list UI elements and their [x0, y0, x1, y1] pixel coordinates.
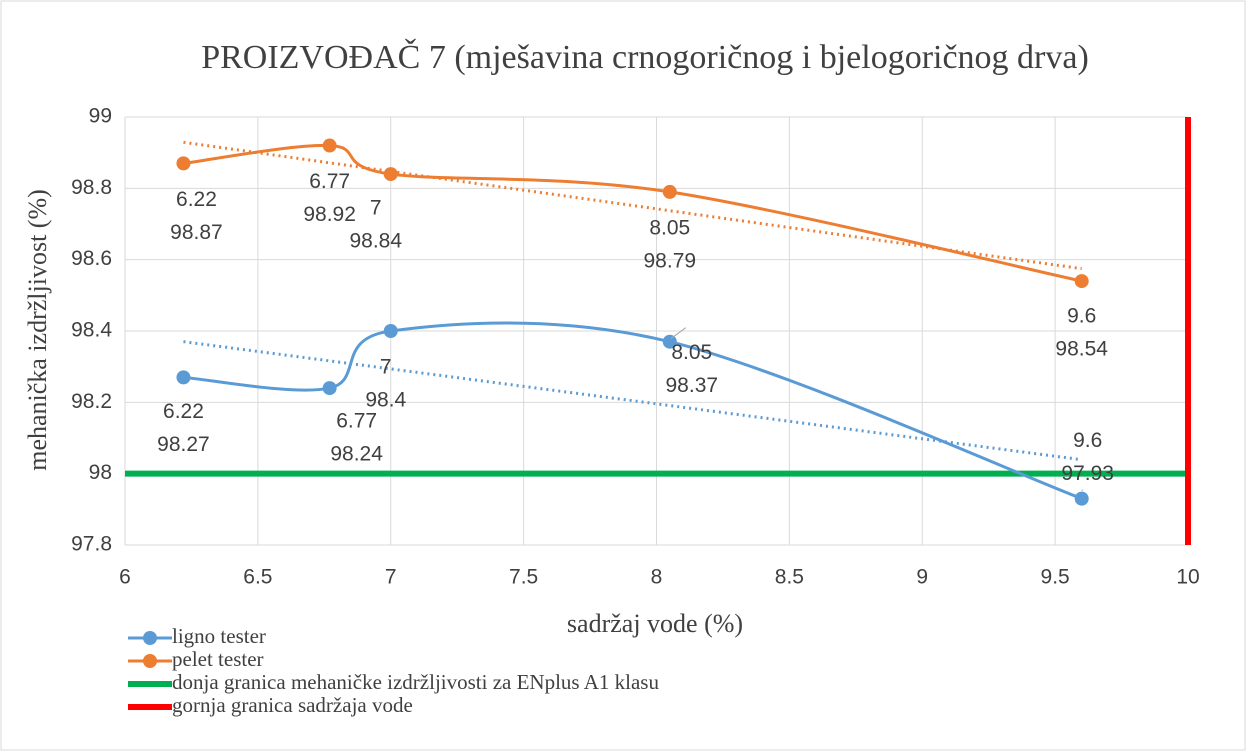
data-label: 6.22	[176, 188, 217, 211]
legend-label: donja granica mehaničke izdržljivosti za…	[172, 670, 659, 694]
x-tick-label: 10	[1176, 566, 1199, 589]
x-tick-label: 7	[385, 566, 397, 589]
data-point	[322, 381, 337, 396]
data-point	[662, 334, 677, 349]
y-tick-label: 99	[89, 105, 112, 128]
data-label: 6.77	[336, 410, 377, 433]
chart-title: PROIZVOĐAČ 7 (mješavina crnogoričnog i b…	[201, 38, 1089, 76]
x-tick-label: 6.5	[243, 566, 272, 589]
y-axis-label: mehanička izdržljivost (%)	[23, 189, 52, 471]
data-label: 98.92	[303, 203, 356, 226]
y-tick-label: 98.4	[71, 319, 112, 342]
data-label: 98.87	[170, 221, 223, 244]
trendline	[183, 340, 1082, 462]
y-tick-label: 97.8	[71, 533, 112, 556]
x-tick-label: 9.5	[1041, 566, 1070, 589]
data-point	[1074, 491, 1089, 506]
data-label: 7	[370, 197, 382, 220]
data-label: 9.6	[1067, 305, 1096, 328]
data-point	[383, 324, 398, 338]
legend-label: ligno tester	[172, 624, 266, 648]
y-tick-label: 98.6	[71, 247, 112, 270]
data-point	[662, 184, 677, 199]
series-line	[183, 143, 1083, 283]
data-label: 97.93	[1061, 462, 1114, 485]
y-tick-label: 98.8	[71, 176, 112, 199]
leader-line	[670, 327, 687, 340]
legend-label: pelet tester	[172, 647, 264, 671]
leader-line	[1081, 489, 1084, 491]
legend-marker	[143, 654, 157, 668]
data-point	[322, 138, 337, 153]
data-label: 98.4	[365, 389, 406, 412]
x-tick-label: 8.5	[775, 566, 804, 589]
data-label: 6.22	[163, 400, 204, 423]
data-label: 8.05	[671, 341, 712, 364]
data-label: 98.27	[157, 433, 210, 456]
legend-marker	[143, 631, 157, 645]
data-label: 98.37	[666, 374, 719, 397]
data-point	[1074, 274, 1089, 289]
data-label: 98.84	[349, 230, 402, 253]
data-label: 98.79	[644, 249, 697, 272]
series-line	[183, 321, 1083, 501]
data-label: 7	[380, 356, 392, 379]
x-tick-label: 7.5	[509, 566, 538, 589]
x-tick-label: 6	[119, 566, 131, 589]
data-label: 98.24	[330, 443, 383, 466]
data-label: 9.6	[1073, 429, 1102, 452]
y-tick-label: 98.2	[71, 390, 112, 413]
data-label: 98.54	[1055, 338, 1108, 361]
y-tick-label: 98	[89, 461, 112, 484]
x-axis-label: sadržaj vode (%)	[567, 609, 743, 638]
data-point	[383, 167, 398, 182]
legend-label: gornja granica sadržaja vode	[172, 693, 413, 717]
trendline	[183, 140, 1082, 271]
data-label: 8.05	[649, 216, 690, 239]
x-tick-label: 8	[651, 566, 663, 589]
data-point	[176, 370, 191, 385]
data-point	[176, 156, 191, 171]
x-tick-label: 9	[916, 566, 928, 589]
data-label: 6.77	[309, 170, 350, 193]
